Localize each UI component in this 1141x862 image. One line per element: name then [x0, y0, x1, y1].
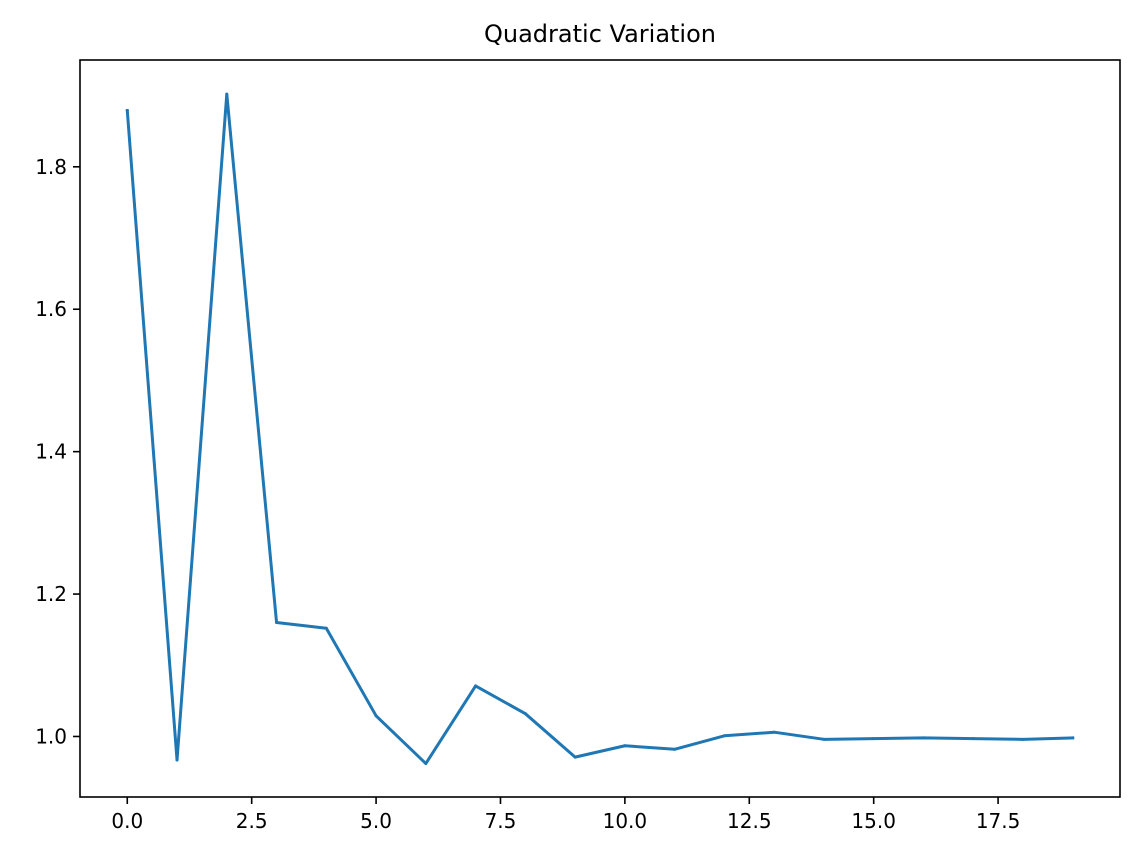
data-point — [225, 92, 229, 96]
x-tick-label: 7.5 — [485, 809, 517, 833]
data-point — [921, 736, 925, 740]
plot-area — [125, 92, 1075, 766]
data-point — [424, 762, 428, 766]
data-point — [474, 684, 478, 688]
y-axis: 1.0 1.2 1.4 1.6 1.8 — [35, 155, 80, 748]
x-tick-label: 15.0 — [851, 809, 896, 833]
x-tick-label: 2.5 — [236, 809, 268, 833]
data-point — [772, 730, 776, 734]
y-tick-label: 1.6 — [35, 297, 67, 321]
plot-frame — [79, 59, 1121, 798]
y-tick-label: 1.2 — [35, 582, 67, 606]
data-point — [275, 621, 279, 625]
y-tick-label: 1.0 — [35, 724, 67, 748]
data-point — [623, 744, 627, 748]
x-tick-label: 10.0 — [603, 809, 648, 833]
x-tick-label: 0.0 — [111, 809, 143, 833]
data-point — [822, 737, 826, 741]
data-point — [374, 714, 378, 718]
data-point — [971, 737, 975, 741]
x-tick-label: 5.0 — [360, 809, 392, 833]
y-tick-label: 1.4 — [35, 440, 67, 464]
x-tick-label: 17.5 — [976, 809, 1021, 833]
x-tick-label: 12.5 — [727, 809, 772, 833]
data-point — [1021, 737, 1025, 741]
data-point — [324, 626, 328, 630]
chart-title: Quadratic Variation — [484, 20, 716, 48]
data-point — [175, 758, 179, 762]
data-point — [573, 755, 577, 759]
data-point — [872, 737, 876, 741]
data-point — [523, 712, 527, 716]
data-point — [1071, 736, 1075, 740]
data-point — [722, 734, 726, 738]
data-point — [673, 747, 677, 751]
y-tick-label: 1.8 — [35, 155, 67, 179]
data-point — [125, 109, 129, 113]
x-axis: 0.0 2.5 5.0 7.5 10.0 12.5 15.0 17.5 — [111, 797, 1020, 833]
series-line — [125, 92, 1075, 766]
